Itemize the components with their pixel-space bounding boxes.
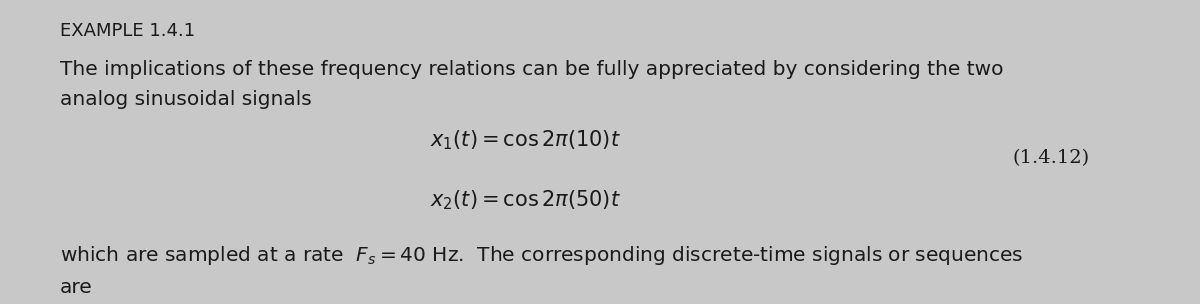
Text: (1.4.12): (1.4.12) — [1013, 149, 1090, 167]
Text: which are sampled at a rate  $F_s = 40$ Hz.  The corresponding discrete-time sig: which are sampled at a rate $F_s = 40$ H… — [60, 244, 1024, 267]
Text: $x_2(t) = \cos 2\pi (50)t$: $x_2(t) = \cos 2\pi (50)t$ — [430, 188, 620, 212]
Text: EXAMPLE 1.4.1: EXAMPLE 1.4.1 — [60, 22, 196, 40]
Text: are: are — [60, 278, 92, 297]
Text: $x_1(t) = \cos 2\pi (10)t$: $x_1(t) = \cos 2\pi (10)t$ — [430, 128, 620, 152]
Text: The implications of these frequency relations can be fully appreciated by consid: The implications of these frequency rela… — [60, 60, 1003, 79]
Text: analog sinusoidal signals: analog sinusoidal signals — [60, 90, 312, 109]
